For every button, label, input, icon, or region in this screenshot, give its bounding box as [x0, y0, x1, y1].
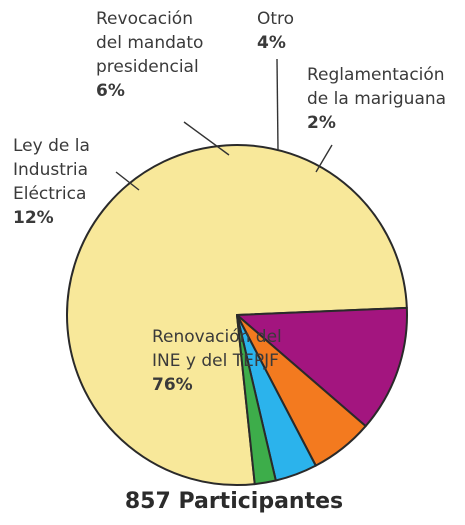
- leader-line-3: [276, 58, 279, 151]
- slice-value-label: 12%: [13, 208, 54, 228]
- slice-label-line: de la mariguana: [307, 89, 446, 109]
- slice-label-line: presidencial: [96, 57, 199, 77]
- slice-label-line: Eléctrica: [13, 184, 86, 204]
- slice-label-0: Renovación del INE y del TEPJF 76%: [152, 327, 282, 395]
- slice-label-line: INE y del TEPJF: [152, 351, 279, 371]
- slice-label-line: Otro: [257, 9, 294, 29]
- pie-slice-4: [236, 314, 277, 486]
- slice-label-line: del mandato: [96, 33, 203, 53]
- slice-label-3: Otro 4%: [257, 9, 294, 53]
- slice-value-label: 2%: [307, 113, 336, 133]
- pie-slice-1: [236, 306, 408, 428]
- slice-labels: Renovación del INE y del TEPJF 76% Ley de l…: [13, 9, 446, 395]
- slice-label-line: Ley de la: [13, 136, 90, 156]
- participants-total: 857 Participantes: [125, 489, 343, 514]
- leader-line-1: [115, 171, 140, 191]
- slice-label-line: Reglamentación: [307, 65, 445, 85]
- leader-line-4: [315, 144, 333, 173]
- leader-line-2: [183, 121, 230, 156]
- slice-label-1: Ley de la Industria Eléctrica 12%: [13, 136, 90, 228]
- slice-value-label: 4%: [257, 33, 286, 53]
- slice-label-line: Revocación: [96, 9, 193, 29]
- leader-lines: [115, 58, 333, 191]
- slice-label-2: Revocación del mandato presidencial 6%: [96, 9, 203, 101]
- slice-label-line: Renovación del: [152, 327, 282, 347]
- pie-slices: [66, 144, 408, 486]
- slice-label-4: Reglamentación de la mariguana 2%: [307, 65, 446, 133]
- slice-label-line: Industria: [13, 160, 88, 180]
- slice-value-label: 76%: [152, 375, 193, 395]
- slice-value-label: 6%: [96, 81, 125, 101]
